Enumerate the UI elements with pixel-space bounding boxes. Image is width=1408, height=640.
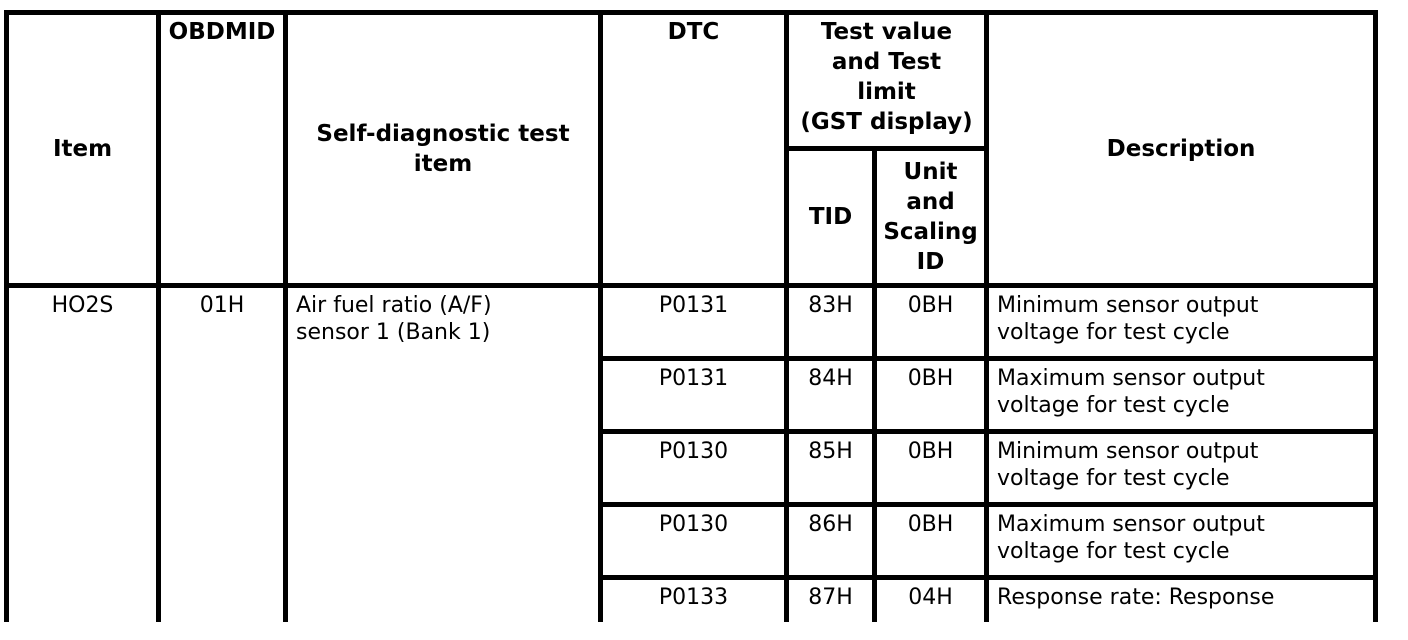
header-obdmid: OBDMID xyxy=(156,10,288,288)
cell-dtc: P0130 xyxy=(598,502,789,580)
cell-unit-scaling-id: 04H xyxy=(871,575,990,622)
cell-self-diagnostic-test-item: Air fuel ratio (A/F) sensor 1 (Bank 1) xyxy=(283,283,603,622)
cell-description: Minimum sensor output voltage for test c… xyxy=(984,429,1378,507)
cell-tid: 86H xyxy=(784,502,877,580)
header-description: Description xyxy=(984,10,1378,288)
cell-tid: 84H xyxy=(784,356,877,434)
table-row: P0133 87H 04H Response rate: Response xyxy=(7,575,1378,622)
table-row: HO2S 01H Air fuel ratio (A/F) sensor 1 (… xyxy=(4,283,1378,622)
cell-obdmid: 01H xyxy=(156,283,288,622)
table-row: P0130 85H 0BH Minimum sensor output volt… xyxy=(7,429,1378,507)
table-row: P0130 86H 0BH Maximum sensor output volt… xyxy=(7,502,1378,580)
header-self-diagnostic-test-item: Self-diagnostic test item xyxy=(283,10,603,288)
cell-description: Response rate: Response xyxy=(984,575,1378,622)
header-row-1: Item OBDMID Self-diagnostic test item DT… xyxy=(4,10,1378,288)
header-row-2: TID Unit and Scaling ID xyxy=(7,146,1376,288)
table-clip-region: Item OBDMID Self-diagnostic test item DT… xyxy=(4,10,1378,622)
header-tid: TID xyxy=(784,146,877,288)
cell-description: Minimum sensor output voltage for test c… xyxy=(984,283,1378,361)
cell-unit-scaling-id: 0BH xyxy=(871,429,990,507)
cell-description: Maximum sensor output voltage for test c… xyxy=(984,356,1378,434)
header-dtc: DTC xyxy=(598,10,789,288)
cell-dtc: P0133 xyxy=(598,575,789,622)
cell-description: Maximum sensor output voltage for test c… xyxy=(984,502,1378,580)
cell-dtc: P0130 xyxy=(598,429,789,507)
table-row: P0131 84H 0BH Maximum sensor output volt… xyxy=(7,356,1378,434)
cell-unit-scaling-id: 0BH xyxy=(871,502,990,580)
header-test-value-and-test-limit: Test value and Test limit (GST display) xyxy=(783,10,990,151)
cell-tid: 83H xyxy=(784,283,877,361)
cell-item-ho2s: HO2S xyxy=(4,283,161,622)
cell-tid: 87H xyxy=(784,575,877,622)
cell-dtc: P0131 xyxy=(598,283,789,361)
cell-dtc: P0131 xyxy=(598,356,789,434)
header-unit-and-scaling-id: Unit and Scaling ID xyxy=(871,146,990,288)
cell-unit-scaling-id: 0BH xyxy=(871,356,990,434)
diagnostic-test-table: Item OBDMID Self-diagnostic test item DT… xyxy=(4,10,1378,622)
cell-tid: 85H xyxy=(784,429,877,507)
cell-unit-scaling-id: 0BH xyxy=(871,283,990,361)
header-item: Item xyxy=(4,10,161,288)
